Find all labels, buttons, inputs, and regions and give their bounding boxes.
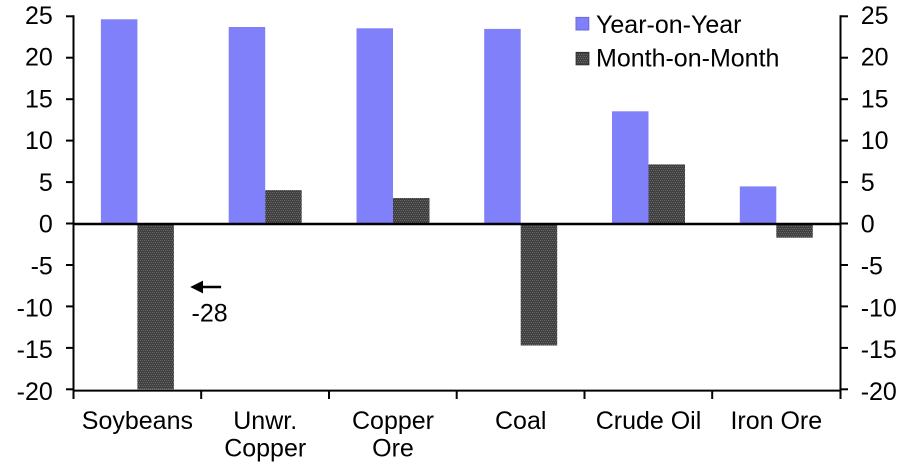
svg-text:Unwr.: Unwr. — [233, 407, 297, 435]
svg-text:20: 20 — [25, 44, 53, 72]
svg-text:15: 15 — [25, 86, 53, 114]
svg-text:Soybeans: Soybeans — [82, 407, 193, 435]
svg-text:-10: -10 — [17, 294, 53, 322]
svg-text:10: 10 — [25, 127, 53, 155]
svg-text:Coal: Coal — [495, 407, 546, 435]
svg-text:5: 5 — [39, 169, 53, 197]
svg-text:-20: -20 — [861, 378, 897, 406]
svg-text:15: 15 — [861, 86, 889, 114]
svg-text:-28: -28 — [192, 300, 228, 328]
svg-text:0: 0 — [39, 211, 53, 239]
svg-text:Iron Ore: Iron Ore — [730, 407, 822, 435]
svg-text:Year-on-Year: Year-on-Year — [596, 11, 741, 39]
svg-text:10: 10 — [861, 127, 889, 155]
svg-text:25: 25 — [861, 2, 889, 30]
svg-text:-5: -5 — [31, 253, 53, 281]
svg-text:-5: -5 — [861, 253, 883, 281]
svg-text:5: 5 — [861, 169, 875, 197]
svg-text:25: 25 — [25, 2, 53, 30]
svg-text:20: 20 — [861, 44, 889, 72]
svg-text:Crude Oil: Crude Oil — [596, 407, 702, 435]
svg-text:-15: -15 — [861, 336, 897, 364]
svg-text:Ore: Ore — [372, 435, 414, 463]
svg-text:-10: -10 — [861, 294, 897, 322]
svg-text:Copper: Copper — [352, 407, 434, 435]
svg-text:Copper: Copper — [224, 435, 306, 463]
svg-text:0: 0 — [861, 211, 875, 239]
svg-text:-15: -15 — [17, 336, 53, 364]
svg-text:Month-on-Month: Month-on-Month — [596, 44, 779, 72]
svg-text:-20: -20 — [17, 378, 53, 406]
